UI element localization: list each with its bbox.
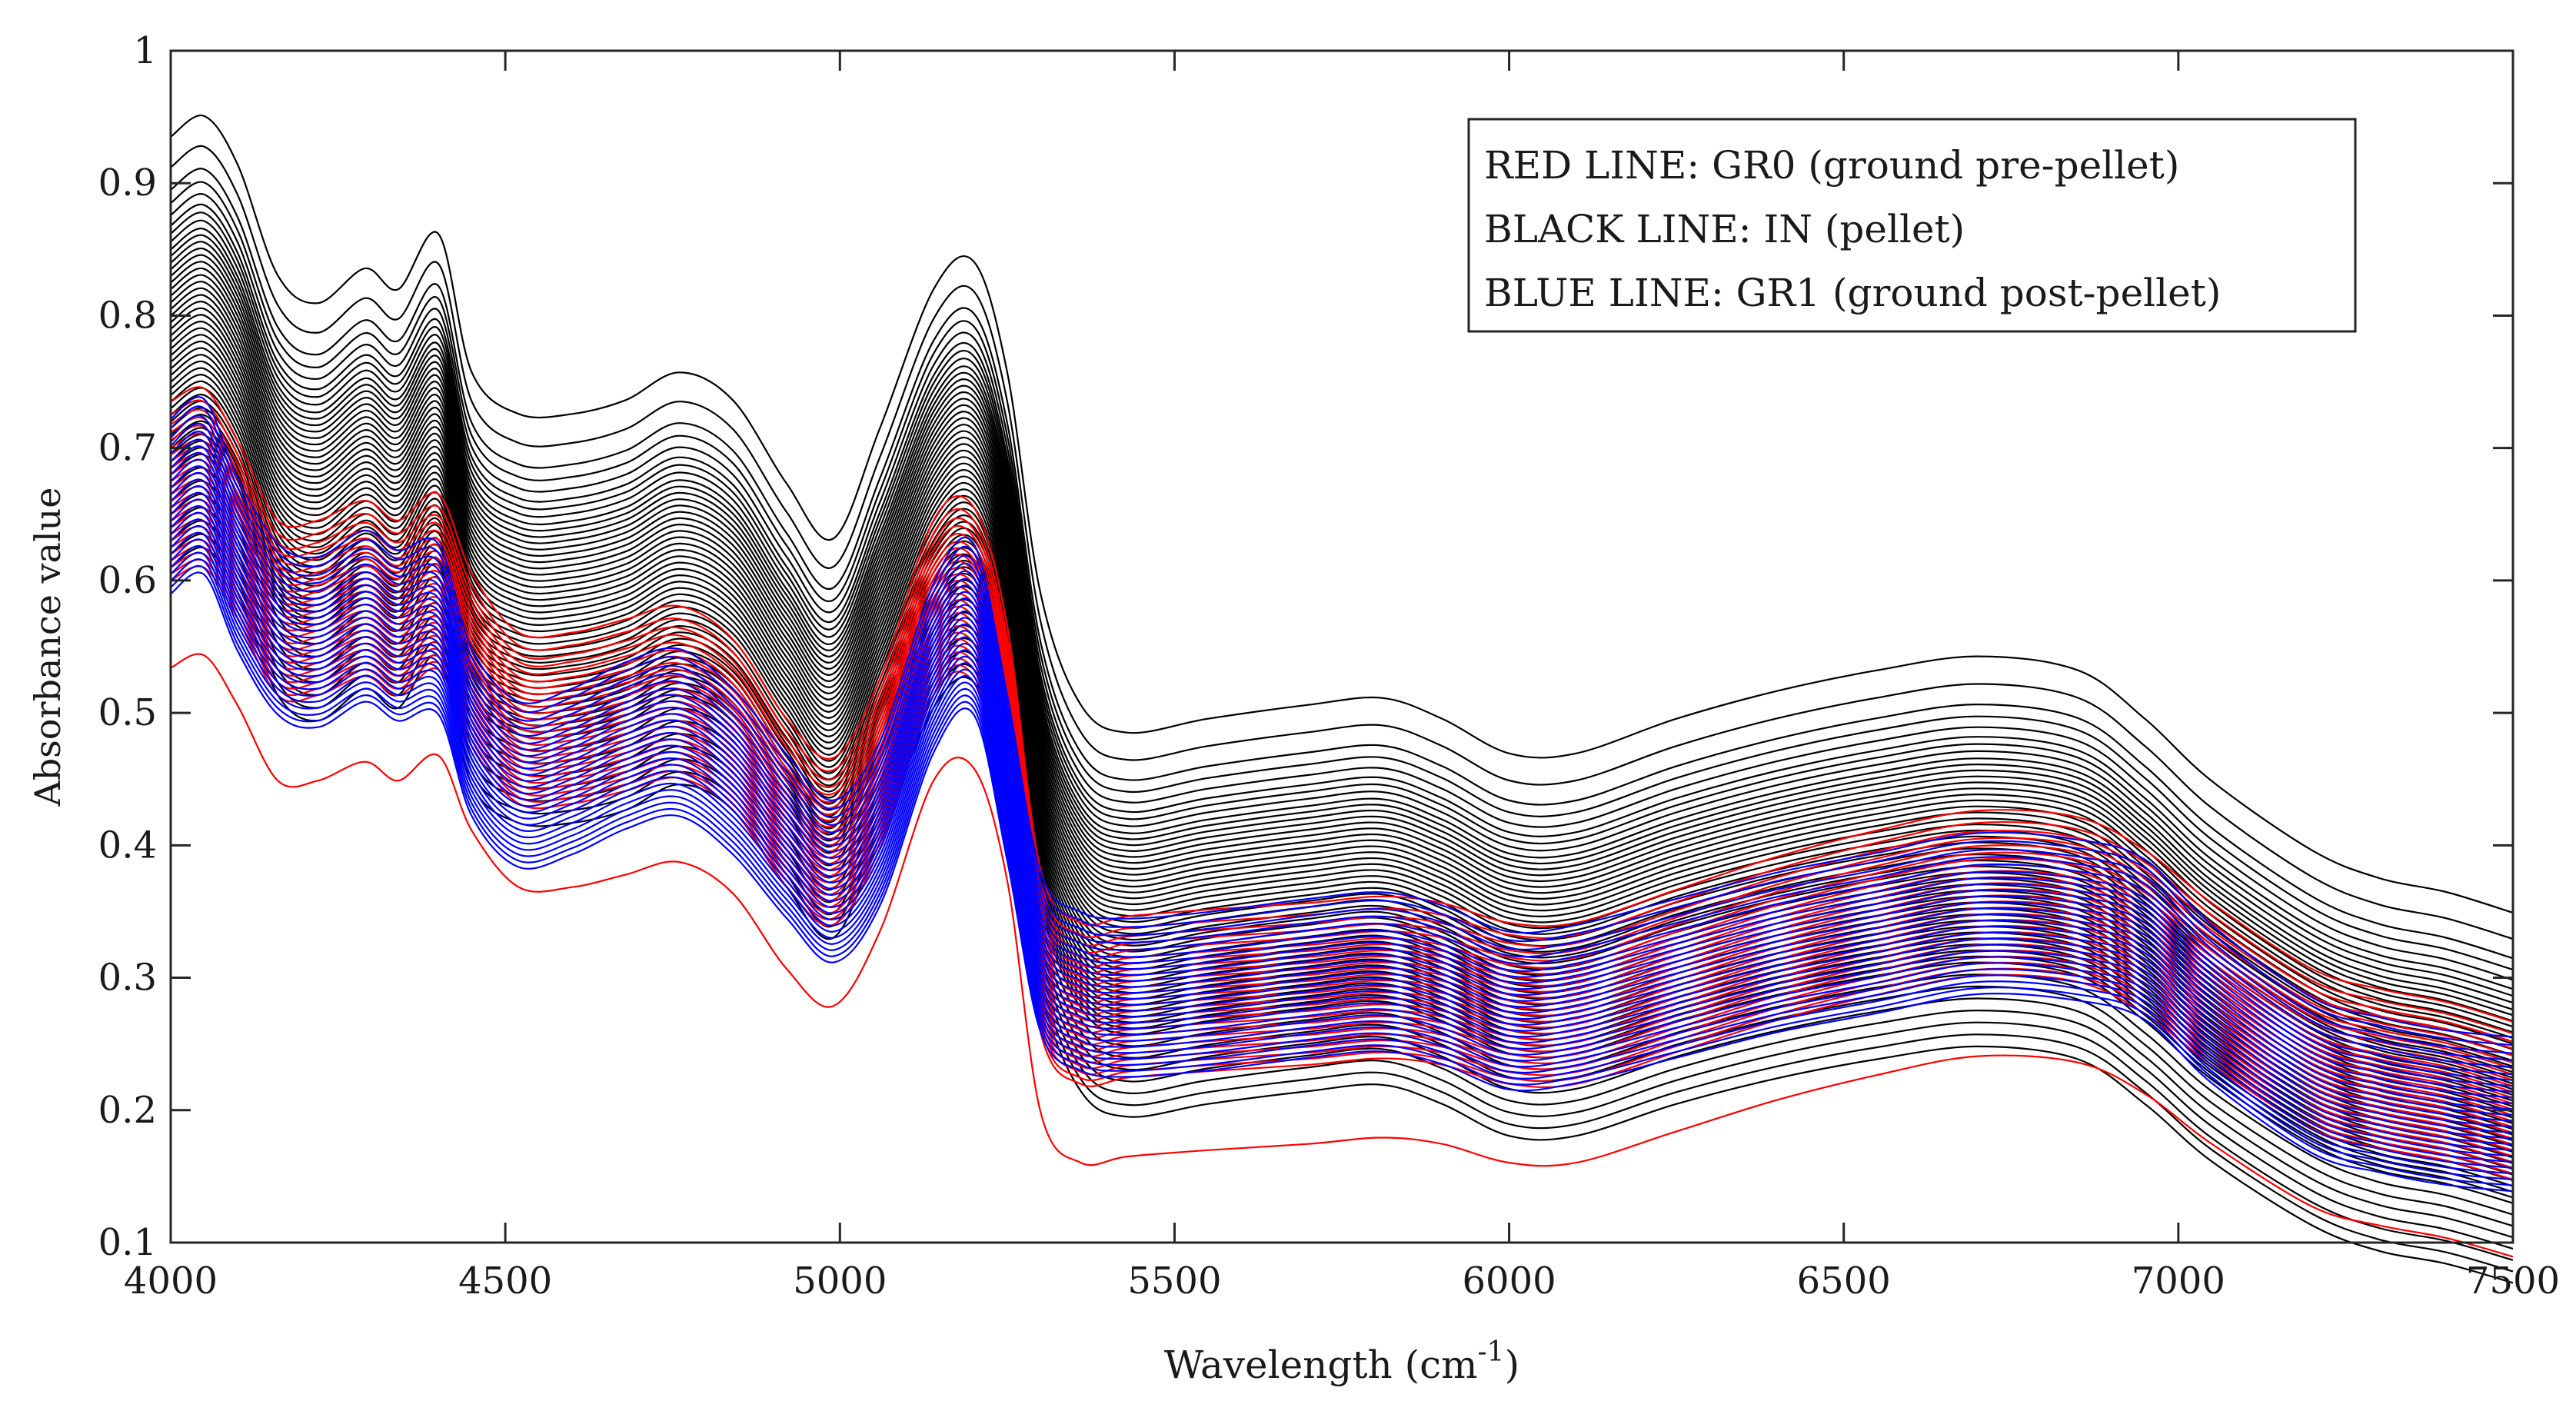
spectrum-line-blue-24: [170, 565, 2514, 1186]
spectrum-line-blue-0: [170, 396, 2514, 1038]
axis-layer: 4000 4500 5000 5500 6000 6500 7000 7500 0.1 0.2 0.…: [98, 29, 2560, 1303]
spectrum-line-blue-17: [170, 518, 2514, 1146]
x-axis-label-superscript: -1: [1478, 1336, 1505, 1368]
x-tick-label-4500: 4500: [458, 1260, 552, 1303]
spectrum-line-black-2: [170, 168, 2514, 960]
x-tick-label-7000: 7000: [2132, 1260, 2225, 1303]
x-axis-label: Wavelength (cm-1): [1164, 1336, 1519, 1387]
x-tick-label-7500: 7500: [2466, 1260, 2560, 1303]
legend-box: [1467, 118, 2357, 333]
legend-entry-black: BLACK LINE: IN (pellet): [1484, 207, 1965, 251]
y-tick-label-7: 0.8: [98, 294, 157, 337]
spectrum-line-blue-6: [170, 445, 2514, 1081]
y-tick-label-4: 0.5: [98, 691, 157, 734]
spectrum-line-blue-12: [170, 485, 2514, 1116]
spectrum-line-blue-13: [170, 491, 2514, 1123]
spectrum-line-blue-23: [170, 558, 2514, 1181]
spectrum-line-black-7: [170, 219, 2514, 1004]
series-layer: [170, 115, 2514, 1284]
spectrum-line-black-3: [170, 181, 2514, 971]
y-tick-label-2: 0.3: [98, 957, 157, 1000]
x-tick-label-4000: 4000: [124, 1260, 218, 1303]
y-tick-label-0: 0.1: [98, 1221, 157, 1264]
spectrum-line-black-6: [170, 211, 2514, 997]
spectrum-line-red-0: [170, 386, 2514, 1023]
x-tick-label-6500: 6500: [1797, 1260, 1891, 1303]
y-tick-label-3: 0.4: [98, 824, 157, 867]
spectrum-line-black-1: [170, 145, 2514, 940]
x-axis-label-main: Wavelength (cm: [1164, 1343, 1478, 1387]
spectrum-line-blue-1: [170, 405, 2514, 1047]
spectrum-line-blue-19: [170, 531, 2514, 1157]
legend: RED LINE: GR0 (ground pre-pellet) BLACK …: [1467, 118, 2357, 333]
spectrum-line-blue-16: [170, 511, 2514, 1140]
y-tick-label-5: 0.6: [98, 559, 157, 602]
spectrum-line-blue-20: [170, 538, 2514, 1163]
spectrum-line-blue-11: [170, 478, 2514, 1110]
x-axis-label-end: ): [1505, 1343, 1520, 1387]
spectrum-line-blue-18: [170, 525, 2514, 1152]
y-axis-label: Absorbance value: [27, 487, 68, 807]
spectrum-line-blue-25: [170, 571, 2514, 1193]
spectrum-line-blue-2: [170, 414, 2514, 1054]
y-tick-label-8: 0.9: [98, 161, 157, 205]
legend-entry-red: RED LINE: GR0 (ground pre-pellet): [1484, 143, 2179, 188]
spectrum-line-blue-21: [170, 545, 2514, 1169]
plot-frame: [169, 49, 2514, 1244]
series-blue: [170, 396, 2514, 1193]
spectrum-line-red-26: [170, 653, 2514, 1258]
spectrum-line-blue-7: [170, 451, 2514, 1087]
y-tick-label-9: 1: [133, 29, 157, 72]
spectrum-line-blue-4: [170, 431, 2514, 1069]
spectrum-line-blue-3: [170, 422, 2514, 1062]
spectrum-line-blue-14: [170, 498, 2514, 1128]
spectrum-line-blue-22: [170, 551, 2514, 1175]
legend-entry-blue: BLUE LINE: GR1 (ground post-pellet): [1484, 271, 2221, 315]
spectrum-line-blue-10: [170, 471, 2514, 1105]
spectrum-line-blue-15: [170, 505, 2514, 1134]
x-tick-label-6000: 6000: [1462, 1260, 1556, 1303]
spectrum-line-blue-9: [170, 465, 2514, 1099]
spectrum-line-black-0: [170, 115, 2514, 914]
y-tick-label-6: 0.7: [98, 427, 157, 470]
spectrum-line-black-5: [170, 203, 2514, 990]
x-tick-label-5000: 5000: [793, 1260, 887, 1303]
y-tick-label-1: 0.2: [98, 1089, 157, 1132]
x-tick-label-5500: 5500: [1127, 1260, 1221, 1303]
spectrum-line-blue-5: [170, 438, 2514, 1076]
spectrum-line-blue-8: [170, 458, 2514, 1093]
spectrum-line-black-4: [170, 193, 2514, 981]
